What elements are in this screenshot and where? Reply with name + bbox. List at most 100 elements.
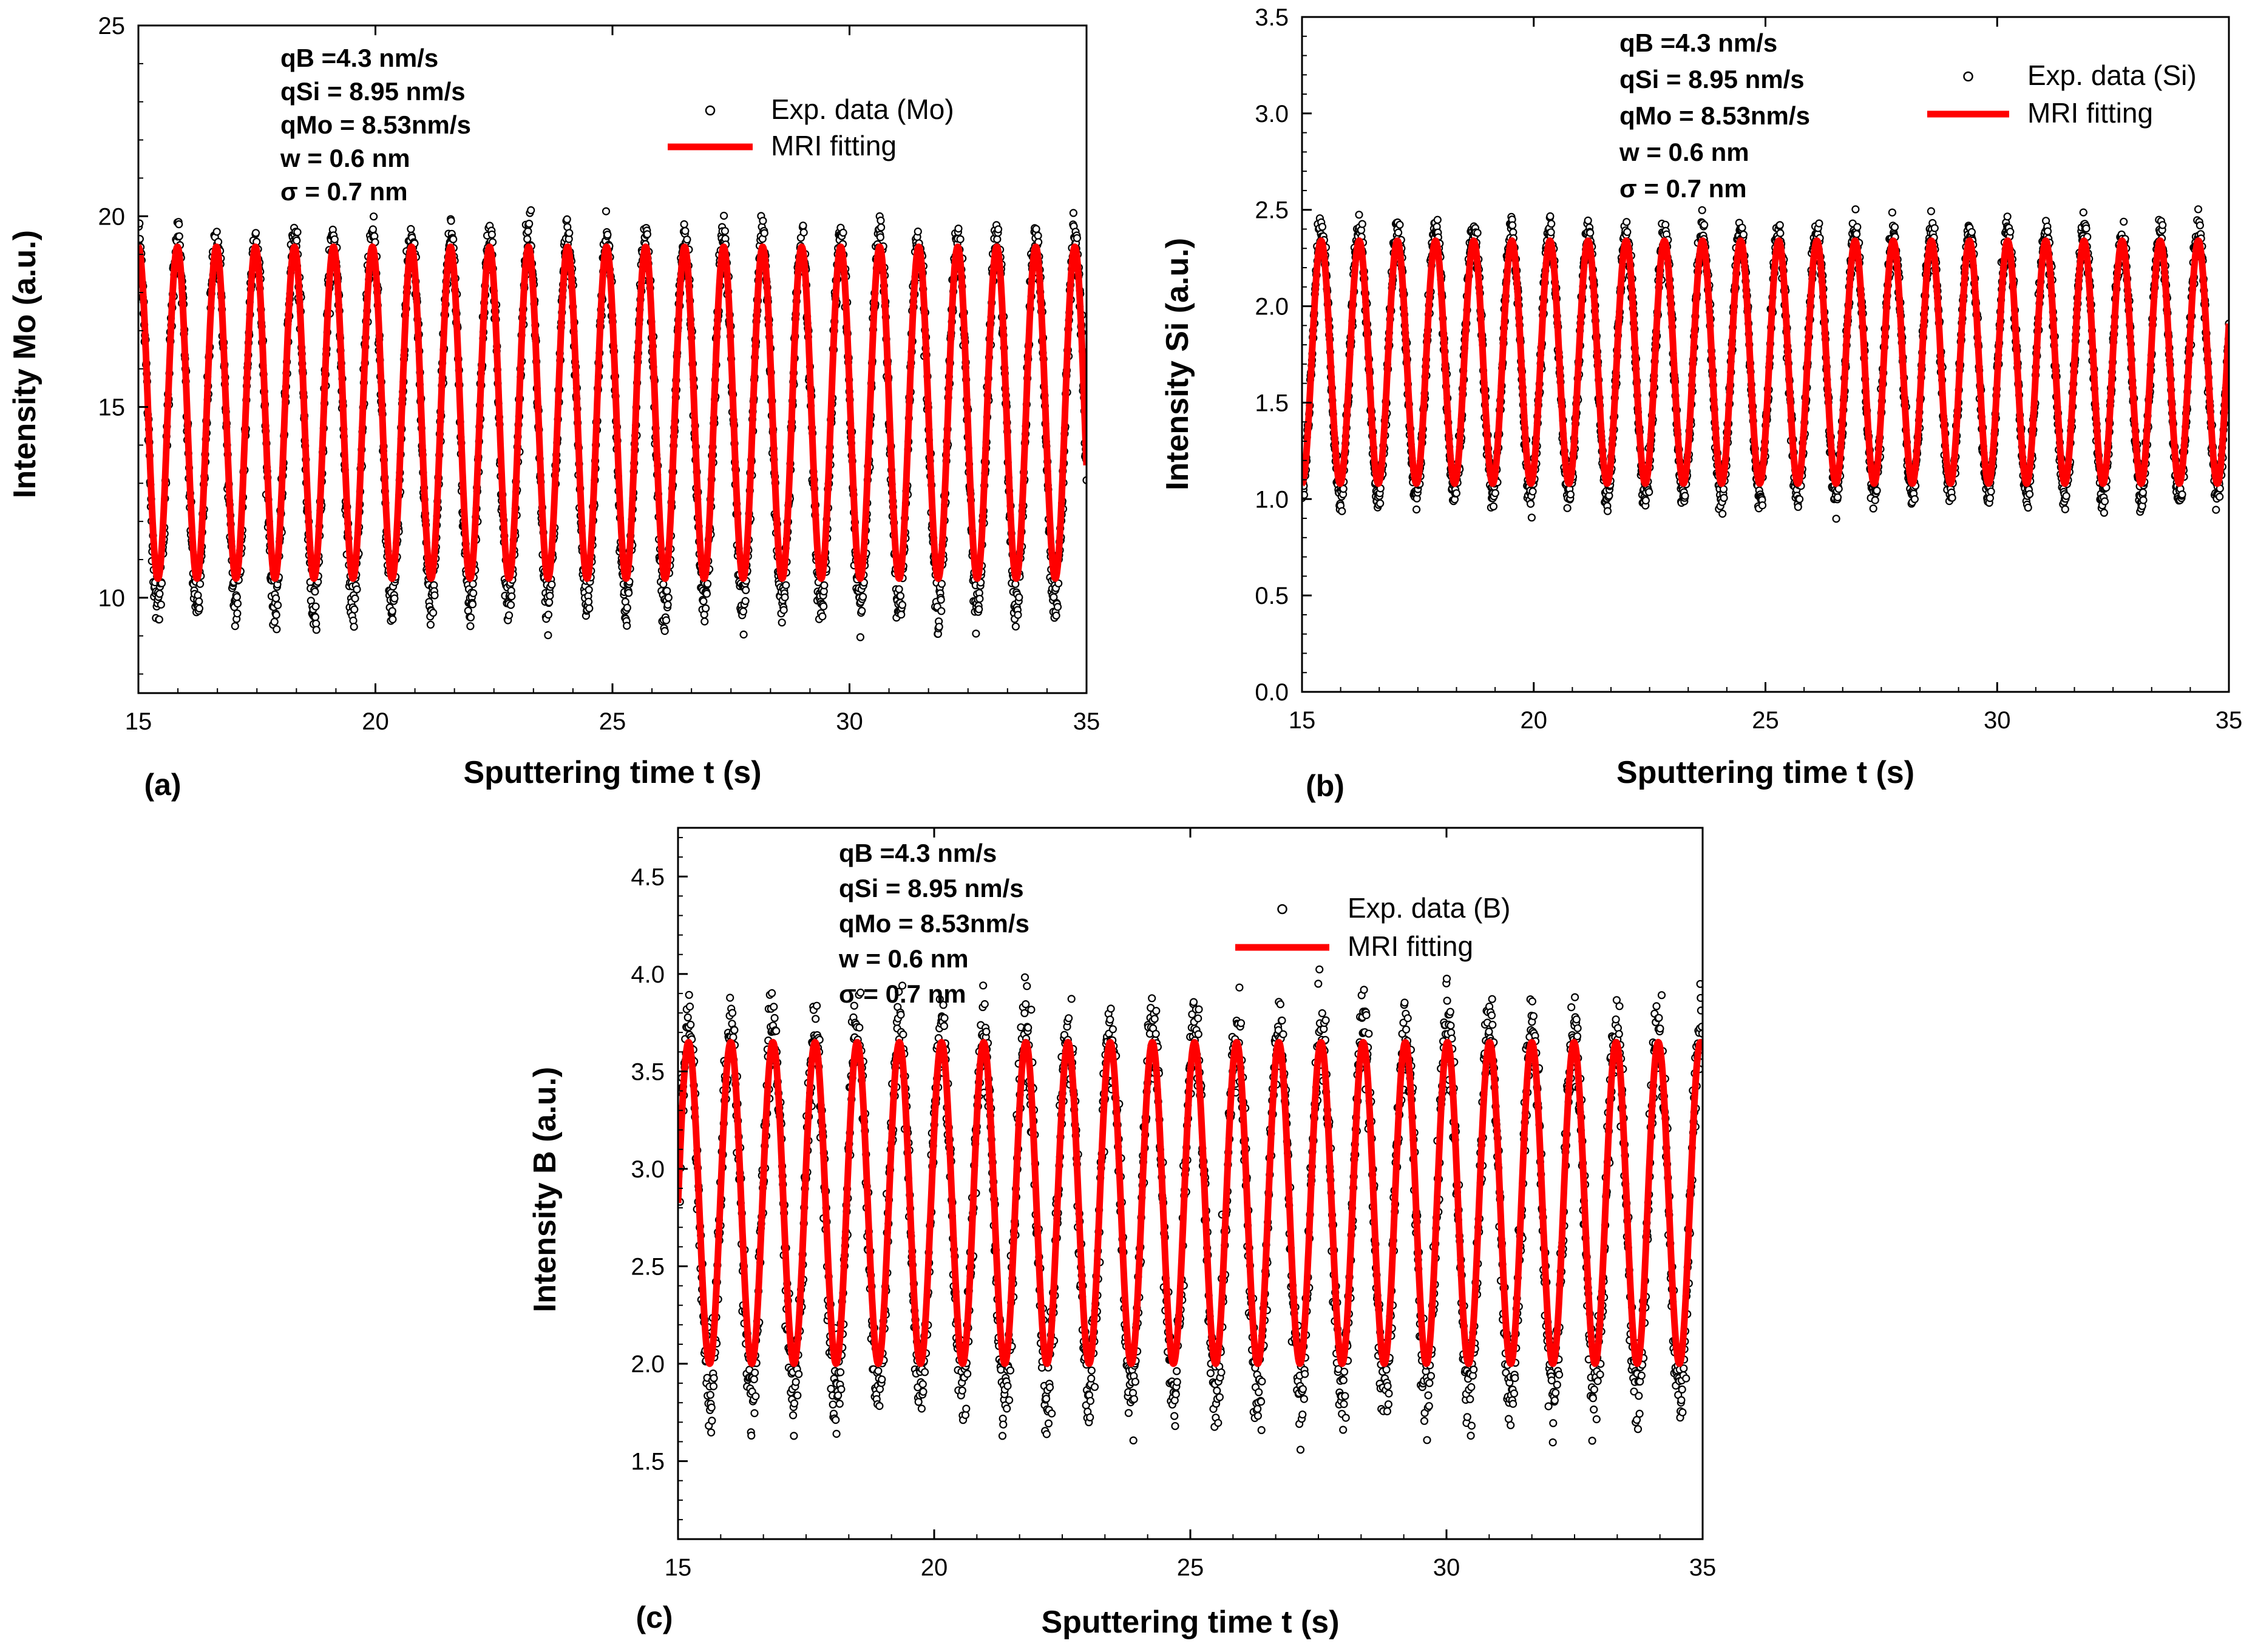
data-point xyxy=(1546,212,1555,220)
data-point xyxy=(739,630,748,639)
data-point xyxy=(699,597,708,606)
data-point xyxy=(2120,217,2128,226)
data-point xyxy=(1547,228,1555,237)
x-tick-label: 20 xyxy=(362,708,389,735)
data-point xyxy=(2026,490,2034,498)
series-mri-fitting-line xyxy=(138,243,1087,582)
data-point xyxy=(972,629,980,638)
data-point xyxy=(1547,220,1556,228)
data-point xyxy=(426,620,435,629)
data-point xyxy=(273,625,281,634)
data-point xyxy=(1358,220,1366,228)
data-point xyxy=(914,227,922,236)
data-point xyxy=(625,589,633,597)
data-point xyxy=(350,623,358,631)
data-point xyxy=(429,609,438,617)
data-point xyxy=(274,601,282,609)
data-point xyxy=(1586,229,1595,237)
data-point xyxy=(954,225,963,233)
data-point xyxy=(1491,489,1499,498)
data-point xyxy=(895,585,903,594)
data-point xyxy=(548,580,556,589)
data-point xyxy=(527,206,535,214)
x-tick-label: 15 xyxy=(125,708,152,735)
data-point xyxy=(779,606,788,614)
data-point xyxy=(196,580,205,588)
data-point xyxy=(544,631,552,640)
data-point xyxy=(563,215,571,223)
data-point xyxy=(584,597,593,606)
data-point xyxy=(1775,221,1784,229)
data-point xyxy=(232,593,241,601)
data-point xyxy=(430,591,439,600)
data-point xyxy=(937,595,945,604)
data-point xyxy=(1738,223,1746,232)
x-tick-label: 25 xyxy=(599,708,626,735)
data-point xyxy=(155,589,164,598)
data-point xyxy=(1014,611,1022,619)
data-point xyxy=(898,601,907,609)
data-point xyxy=(369,212,378,221)
data-point xyxy=(272,611,280,619)
parameter-annotation: qMo = 8.53nm/s xyxy=(280,110,471,139)
data-point xyxy=(1871,496,1879,504)
data-point xyxy=(1927,207,1935,215)
data-point xyxy=(311,613,320,621)
data-point xyxy=(2024,503,2032,512)
legend: Exp. data (Mo)MRI fitting xyxy=(668,93,954,161)
data-point xyxy=(447,217,455,225)
data-point xyxy=(1015,593,1023,601)
data-point xyxy=(662,616,671,625)
y-tick-label: 20 xyxy=(98,203,126,230)
data-point xyxy=(138,219,144,228)
data-point xyxy=(1890,223,1899,231)
data-point xyxy=(195,597,203,606)
data-point xyxy=(1011,622,1020,631)
data-point xyxy=(1623,228,1632,236)
data-point xyxy=(1052,611,1060,620)
data-point xyxy=(233,599,242,608)
data-point xyxy=(368,225,378,234)
data-point xyxy=(877,223,886,232)
data-point xyxy=(2061,505,2069,513)
data-point xyxy=(896,592,905,600)
data-point xyxy=(388,607,396,615)
data-point xyxy=(759,217,767,225)
data-point xyxy=(701,604,710,613)
data-point xyxy=(487,230,497,239)
data-point xyxy=(876,233,885,242)
data-point xyxy=(1034,231,1042,240)
y-tick-label: 15 xyxy=(98,394,126,421)
data-point xyxy=(2079,208,2087,217)
data-point xyxy=(856,633,865,642)
data-point xyxy=(175,232,183,240)
data-point xyxy=(1853,223,1862,231)
data-point xyxy=(820,581,829,590)
data-point xyxy=(1851,205,1860,214)
data-point xyxy=(956,235,965,243)
data-point xyxy=(1645,488,1653,496)
data-point xyxy=(799,222,807,230)
panel-b: 15 20 25 30 350.00.51.01.52.02.53.03.5Sputte… xyxy=(1160,4,2242,803)
data-point xyxy=(683,235,691,244)
data-point xyxy=(1338,507,1346,515)
data-point xyxy=(1527,499,1535,508)
data-point xyxy=(1563,504,1572,512)
data-point xyxy=(1796,495,1804,504)
parameter-annotation: qB =4.3 nm/s xyxy=(280,44,438,72)
data-point xyxy=(782,581,790,589)
data-point xyxy=(1794,503,1802,511)
data-point xyxy=(877,216,885,225)
panel-b-data-layer xyxy=(1302,205,2229,523)
data-point xyxy=(350,605,359,614)
data-point xyxy=(330,235,339,243)
data-point xyxy=(623,603,631,612)
data-point xyxy=(1910,495,1919,504)
data-point xyxy=(1489,502,1498,511)
data-point xyxy=(466,613,475,621)
data-point xyxy=(2082,224,2091,232)
data-point xyxy=(523,235,532,243)
parameter-annotation: σ = 0.7 nm xyxy=(280,177,408,206)
